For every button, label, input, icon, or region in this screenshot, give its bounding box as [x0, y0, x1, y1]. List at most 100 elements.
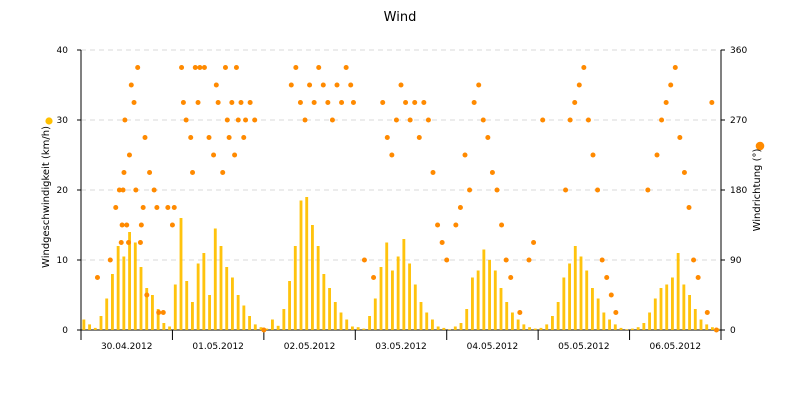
- direction-point: [380, 100, 386, 105]
- speed-bar: [242, 305, 246, 330]
- speed-bar: [688, 295, 691, 330]
- direction-point: [371, 275, 377, 280]
- speed-bar: [351, 326, 354, 330]
- speed-bars: [82, 197, 720, 330]
- direction-point: [235, 117, 241, 123]
- direction-point: [663, 100, 669, 105]
- direction-point: [453, 222, 459, 228]
- speed-bar: [448, 329, 451, 330]
- direction-point: [421, 100, 427, 105]
- speed-bar: [431, 319, 434, 330]
- direction-point: [133, 187, 139, 193]
- speed-bar: [699, 319, 703, 330]
- chart-title: Wind: [384, 10, 417, 25]
- direction-point: [156, 310, 162, 315]
- direction-point: [659, 117, 665, 123]
- speed-bar: [328, 288, 331, 330]
- speed-bar: [545, 324, 549, 330]
- x-tick-label: 30.04.2012: [101, 342, 153, 352]
- direction-point: [144, 292, 150, 298]
- speed-bar: [259, 327, 263, 330]
- direction-point: [526, 257, 532, 263]
- direction-point: [407, 117, 413, 123]
- speed-bar: [608, 319, 611, 330]
- direction-point: [704, 310, 710, 315]
- speed-bar: [333, 302, 337, 330]
- speed-bar: [105, 298, 109, 330]
- speed-bar: [311, 225, 314, 330]
- speed-bar: [711, 327, 714, 330]
- direction-point: [485, 135, 491, 140]
- y-right-label: Windrichtung (°): [752, 149, 763, 232]
- direction-point: [462, 152, 468, 158]
- direction-point: [403, 100, 409, 105]
- direction-point: [334, 82, 340, 88]
- speed-bar: [179, 218, 183, 330]
- speed-bar: [288, 281, 291, 330]
- y-left-tick-label: 30: [57, 116, 69, 126]
- direction-point: [137, 240, 143, 245]
- speed-bar: [379, 267, 383, 330]
- direction-point: [361, 257, 367, 263]
- direction-point: [398, 82, 404, 88]
- speed-bar: [208, 295, 211, 330]
- speed-bar: [413, 284, 417, 330]
- speed-bar: [156, 309, 160, 330]
- speed-bar: [385, 242, 389, 330]
- direction-point: [126, 240, 132, 245]
- speed-bar: [665, 284, 669, 330]
- direction-point: [384, 135, 390, 140]
- speed-bar: [551, 316, 554, 330]
- speed-bar: [339, 312, 343, 330]
- direction-point: [444, 257, 450, 263]
- direction-point: [494, 187, 500, 193]
- y-right-tick-label: 180: [730, 186, 747, 196]
- speed-bar: [505, 302, 509, 330]
- speed-bar: [642, 323, 646, 330]
- direction-point: [348, 82, 354, 88]
- direction-point: [595, 187, 601, 193]
- direction-point: [288, 82, 294, 88]
- direction-point: [222, 65, 228, 70]
- speed-bar: [88, 324, 91, 330]
- direction-point: [121, 170, 127, 175]
- y-left-tick-label: 0: [62, 326, 68, 336]
- y-left-label: Windgeschwindigkeit (km/h): [41, 126, 52, 268]
- direction-point: [293, 65, 299, 70]
- direction-point: [681, 170, 687, 175]
- direction-point: [476, 82, 482, 88]
- y-left-tick-label: 40: [57, 46, 69, 56]
- direction-point: [226, 135, 232, 140]
- direction-point: [416, 135, 422, 140]
- direction-point: [599, 257, 605, 263]
- direction-point: [224, 117, 230, 123]
- direction-point: [142, 135, 148, 140]
- speed-bar: [139, 267, 143, 330]
- speed-bar: [368, 316, 371, 330]
- y-left-tick-label: 10: [57, 256, 69, 266]
- direction-point: [540, 117, 546, 123]
- speed-bar: [585, 270, 589, 330]
- speed-bar: [562, 277, 566, 330]
- direction-point: [302, 117, 308, 123]
- speed-bar: [151, 295, 154, 330]
- direction-point: [691, 257, 697, 263]
- direction-point: [201, 65, 207, 70]
- speed-bar: [122, 256, 126, 330]
- direction-point: [567, 117, 573, 123]
- direction-point: [572, 100, 578, 105]
- speed-bar: [162, 323, 166, 330]
- speed-bar: [511, 312, 514, 330]
- speed-bar: [111, 274, 114, 330]
- direction-point: [499, 222, 505, 228]
- speed-bar: [82, 319, 86, 330]
- speed-bar: [299, 200, 303, 330]
- speed-bar: [653, 298, 657, 330]
- direction-point: [197, 65, 203, 70]
- speed-legend-marker: [45, 117, 53, 125]
- direction-point: [576, 82, 582, 88]
- direction-point: [585, 117, 591, 123]
- y-right-tick-label: 360: [730, 46, 747, 56]
- direction-point: [238, 100, 244, 105]
